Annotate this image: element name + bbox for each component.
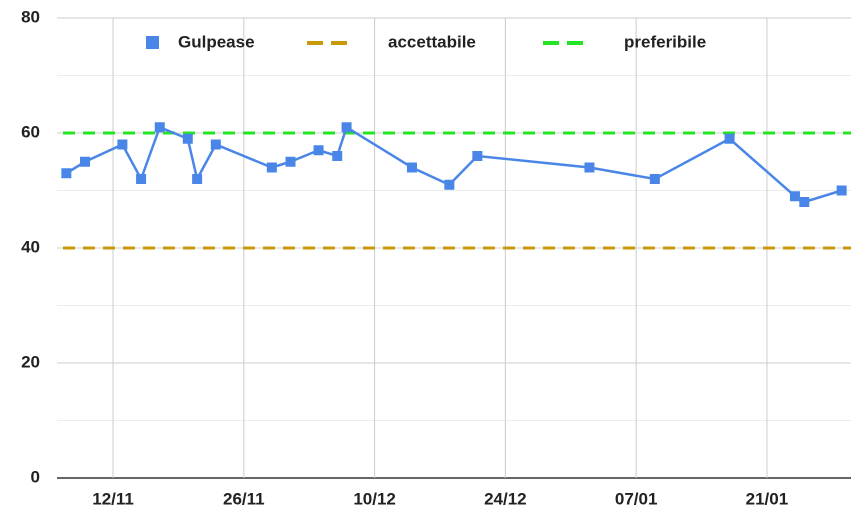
data-point bbox=[210, 139, 221, 150]
legend-swatch bbox=[146, 36, 159, 49]
data-point bbox=[724, 133, 735, 144]
data-point bbox=[341, 122, 352, 133]
data-point bbox=[61, 168, 72, 179]
data-point bbox=[472, 151, 483, 161]
y-tick-label: 80 bbox=[21, 7, 40, 26]
data-point bbox=[799, 197, 810, 207]
data-point bbox=[649, 174, 660, 184]
y-tick-label: 40 bbox=[21, 237, 40, 256]
legend-label: accettabile bbox=[388, 32, 476, 51]
y-tick-label: 20 bbox=[21, 352, 40, 371]
x-tick-label: 07/01 bbox=[615, 489, 658, 508]
data-point bbox=[266, 162, 277, 173]
data-point bbox=[154, 122, 165, 133]
data-point bbox=[117, 139, 128, 150]
data-point bbox=[313, 145, 324, 156]
x-tick-label: 26/11 bbox=[223, 489, 265, 508]
legend-label: preferibile bbox=[624, 32, 706, 51]
x-tick-label: 21/01 bbox=[746, 489, 789, 508]
data-point bbox=[836, 185, 847, 196]
x-tick-label: 10/12 bbox=[353, 489, 396, 508]
x-tick-label: 24/12 bbox=[484, 489, 527, 508]
data-point bbox=[584, 162, 595, 173]
y-tick-label: 60 bbox=[21, 122, 40, 141]
data-point bbox=[182, 133, 193, 144]
series-line bbox=[65, 125, 843, 204]
data-point bbox=[789, 191, 800, 202]
data-point bbox=[192, 174, 203, 184]
data-point bbox=[406, 162, 417, 173]
x-tick-label: 12/11 bbox=[92, 489, 134, 508]
data-point bbox=[332, 151, 343, 161]
data-point bbox=[285, 156, 296, 167]
data-point bbox=[136, 174, 147, 184]
legend-label: Gulpease bbox=[178, 32, 255, 51]
data-point bbox=[444, 179, 455, 190]
y-tick-label: 0 bbox=[31, 467, 40, 486]
data-point bbox=[80, 156, 91, 167]
